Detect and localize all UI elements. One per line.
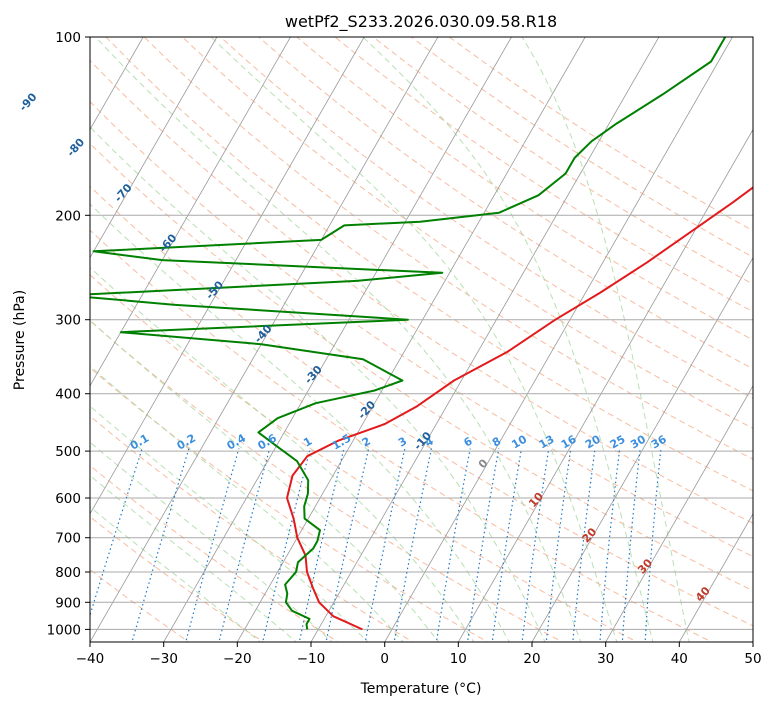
chart-title: wetPf2_S233.2026.030.09.58.R18 [285,12,557,32]
temperature-profile-line [286,186,753,631]
y-tick-label: 800 [55,565,81,581]
isotherm-line [457,128,753,642]
dry-adiabat [90,185,753,627]
x-tick-label: 50 [744,651,761,667]
x-axis-title: Temperature (°C) [360,681,482,697]
isotherm-line [90,37,291,387]
x-tick-label: 40 [671,651,688,667]
isotherm-line [678,513,753,642]
dry-adiabat [296,37,753,341]
x-tick-label: −30 [149,651,178,667]
isotherm-line [236,37,586,642]
mixing-ratio-line [621,448,641,642]
x-tick-label: −20 [223,651,252,667]
y-tick-label: 700 [55,531,81,547]
dry-adiabat [258,37,753,370]
dry-adiabat [105,37,753,492]
dry-adiabat [90,59,753,524]
x-tick-label: 10 [450,651,467,667]
dry-adiabat [90,274,639,642]
isotherm-line [90,37,218,259]
dry-adiabat [90,464,340,642]
isotherm-line [310,37,660,642]
isotherm-line [531,256,753,642]
x-tick-label: 20 [523,651,540,667]
y-tick-label: 500 [55,444,81,460]
mixing-ratio-line [364,448,406,642]
isotherm-line [384,37,733,642]
y-tick-label: 900 [55,595,81,611]
isotherm-line [90,37,439,642]
mixing-ratio-line [218,448,271,642]
dry-adiabat [334,37,753,313]
x-tick-label: 0 [380,651,389,667]
x-tick-label: −40 [76,651,105,667]
y-tick-label: 300 [55,313,81,329]
dry-adiabat [143,37,753,460]
y-tick-label: 600 [55,491,81,507]
moist-adiabat [90,126,546,642]
mixing-ratio-line [325,448,370,642]
x-tick-label: −10 [297,651,326,667]
y-tick-label: 1000 [47,622,81,638]
y-axis-title: Pressure (hPa) [12,290,28,390]
mixing-ratio-line [435,448,471,642]
isotherm-line [90,37,365,515]
axes-layer: −40 −30 −20 −10 0 10 20 30 40 50 100 200 300 400 500 60… [47,30,762,667]
dewpoint-profile-line [90,37,727,630]
y-tick-label: 200 [55,208,81,224]
y-tick-label: 400 [55,387,81,403]
mixing-ratio-line [262,448,311,642]
isotherm-line [605,384,753,642]
moist-adiabat [90,203,510,642]
plot-background-layer [90,37,753,642]
mixing-ratio-line [393,448,432,642]
mixing-ratio-line [90,448,143,617]
y-tick-label: 100 [55,30,81,46]
mixing-ratio-line [644,448,662,642]
plot-frame [89,36,754,643]
isotherm-line [163,37,512,642]
x-tick-label: 30 [597,651,614,667]
mixing-ratio-line [298,448,345,642]
series-layer [90,37,753,631]
dry-adiabat [90,100,753,558]
dry-adiabat [90,142,753,592]
mixing-ratio-line [599,448,621,642]
